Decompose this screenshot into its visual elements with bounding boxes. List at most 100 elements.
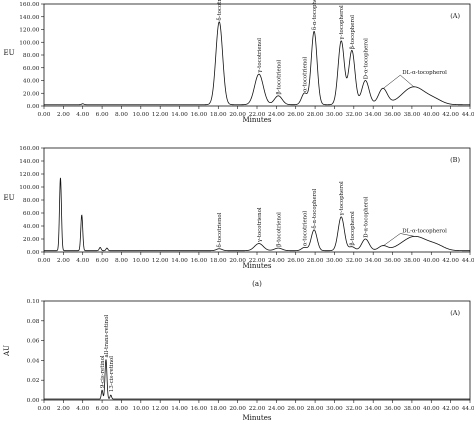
chart-panel-0: 0.00 20.00 40.00 60.00 80.00 100.00 120.00 140.… bbox=[3, 0, 474, 124]
callout-label: DL-α-tocopherol bbox=[402, 229, 447, 235]
x-tick-label: 26.00 bbox=[287, 112, 304, 118]
y-tick-label: 0.00 bbox=[27, 398, 40, 404]
x-tick-label: 0.00 bbox=[38, 258, 51, 264]
y-tick-label: 60.00 bbox=[23, 66, 40, 72]
x-tick-label: 24.00 bbox=[268, 112, 285, 118]
x-tick-label: 44.00 bbox=[462, 406, 474, 412]
x-tick-label: 2.00 bbox=[57, 406, 70, 412]
y-tick-label: 20.00 bbox=[23, 237, 40, 243]
peak-label: β-tocopherol bbox=[350, 211, 356, 246]
x-tick-label: 6.00 bbox=[96, 112, 109, 118]
x-axis-label: Minutes bbox=[243, 414, 272, 422]
x-tick-label: 4.00 bbox=[76, 406, 89, 412]
x-tick-label: 14.00 bbox=[171, 258, 188, 264]
x-tick-label: 38.00 bbox=[404, 406, 421, 412]
y-tick-label: 40.00 bbox=[23, 79, 40, 85]
x-tick-label: 8.00 bbox=[115, 406, 128, 412]
x-tick-label: 6.00 bbox=[96, 258, 109, 264]
y-tick-label: 0.10 bbox=[27, 299, 40, 305]
chromatogram-trace bbox=[44, 21, 470, 106]
x-tick-label: 16.00 bbox=[191, 112, 208, 118]
y-tick-label: 120.00 bbox=[19, 172, 40, 178]
x-tick-label: 42.00 bbox=[442, 406, 459, 412]
peak-label: β-tocotrienol bbox=[276, 60, 282, 95]
x-tick-label: 14.00 bbox=[171, 406, 188, 412]
y-axis-label: AU bbox=[3, 345, 11, 357]
y-tick-label: 0.00 bbox=[27, 250, 40, 256]
y-axis-label: EU bbox=[3, 194, 14, 202]
y-tick-label: 20.00 bbox=[23, 91, 40, 97]
peak-label: γ-tocotrienol bbox=[257, 207, 263, 242]
callout-leader bbox=[382, 74, 401, 89]
x-tick-label: 4.00 bbox=[76, 112, 89, 118]
peak-label: δ-tocotrienol bbox=[217, 0, 223, 21]
x-tick-label: 30.00 bbox=[326, 112, 343, 118]
peak-label: all-trans-retinol bbox=[104, 315, 110, 358]
x-tick-label: 0.00 bbox=[38, 112, 51, 118]
y-tick-label: 40.00 bbox=[23, 224, 40, 230]
peak-label: γ-tocopherol bbox=[339, 181, 345, 216]
peak-label: δ-tocotrienol bbox=[217, 212, 223, 247]
chromatogram-trace bbox=[44, 359, 470, 400]
x-tick-label: 16.00 bbox=[191, 258, 208, 264]
panel-tag: (A) bbox=[450, 309, 460, 317]
peak-label: D-α-tocopherol bbox=[363, 38, 369, 79]
x-tick-label: 36.00 bbox=[384, 258, 401, 264]
x-tick-label: 28.00 bbox=[307, 112, 324, 118]
x-tick-label: 12.00 bbox=[152, 406, 169, 412]
panel-tag: (B) bbox=[450, 156, 460, 164]
callout-leader bbox=[400, 233, 415, 237]
peak-label: γ-tocotrienol bbox=[257, 38, 263, 73]
x-tick-label: 20.00 bbox=[229, 406, 246, 412]
x-tick-label: 44.00 bbox=[462, 112, 474, 118]
chart-panel-2: 0.00 0.02 0.04 0.06 0.08 0.10 0.00 2.00 4.00 6.00… bbox=[3, 299, 474, 422]
x-tick-label: 24.00 bbox=[268, 258, 285, 264]
x-tick-label: 20.00 bbox=[229, 258, 246, 264]
y-axis-label: EU bbox=[3, 49, 14, 57]
peak-label: δ-α-tocopherol bbox=[312, 188, 318, 228]
x-tick-label: 32.00 bbox=[346, 112, 363, 118]
x-tick-label: 34.00 bbox=[365, 406, 382, 412]
chart-panel-1: 0.00 20.00 40.00 60.00 80.00 100.00 120.00 140.… bbox=[3, 146, 474, 270]
chromatogram-trace bbox=[44, 177, 470, 252]
x-tick-label: 40.00 bbox=[423, 112, 440, 118]
x-tick-label: 28.00 bbox=[307, 258, 324, 264]
x-tick-label: 10.00 bbox=[133, 258, 150, 264]
x-tick-label: 36.00 bbox=[384, 406, 401, 412]
x-tick-label: 18.00 bbox=[210, 258, 227, 264]
y-tick-label: 100.00 bbox=[19, 40, 40, 46]
x-tick-label: 26.00 bbox=[287, 406, 304, 412]
x-tick-label: 38.00 bbox=[404, 112, 421, 118]
peak-label: β-tocotrienol bbox=[276, 212, 282, 247]
x-tick-label: 8.00 bbox=[115, 112, 128, 118]
x-tick-label: 42.00 bbox=[442, 258, 459, 264]
x-tick-label: 22.00 bbox=[249, 258, 266, 264]
y-tick-label: 60.00 bbox=[23, 211, 40, 217]
y-tick-label: 140.00 bbox=[19, 15, 40, 21]
x-tick-label: 34.00 bbox=[365, 258, 382, 264]
x-tick-label: 28.00 bbox=[307, 406, 324, 412]
x-tick-label: 32.00 bbox=[346, 258, 363, 264]
x-tick-label: 34.00 bbox=[365, 112, 382, 118]
x-tick-label: 42.00 bbox=[442, 112, 459, 118]
x-tick-label: 10.00 bbox=[133, 112, 150, 118]
callout-label: DL-α-tocopherol bbox=[402, 70, 447, 76]
x-tick-label: 18.00 bbox=[210, 112, 227, 118]
callout-leader bbox=[400, 74, 415, 88]
x-tick-label: 6.00 bbox=[96, 406, 109, 412]
peak-label: δ-α-tocopherol bbox=[312, 0, 318, 30]
x-axis-label: Minutes bbox=[243, 262, 272, 270]
x-tick-label: 38.00 bbox=[404, 258, 421, 264]
x-tick-label: 18.00 bbox=[210, 406, 227, 412]
subfigure-caption: (a) bbox=[252, 280, 262, 288]
panel-tag: (A) bbox=[450, 12, 460, 20]
y-tick-label: 80.00 bbox=[23, 53, 40, 59]
x-tick-label: 12.00 bbox=[152, 258, 169, 264]
peak-label: γ-tocopherol bbox=[339, 5, 345, 40]
x-tick-label: 8.00 bbox=[115, 258, 128, 264]
peak-label: 9-cis-retinol bbox=[100, 355, 106, 388]
x-tick-label: 0.00 bbox=[38, 406, 51, 412]
y-tick-label: 160.00 bbox=[19, 2, 40, 8]
